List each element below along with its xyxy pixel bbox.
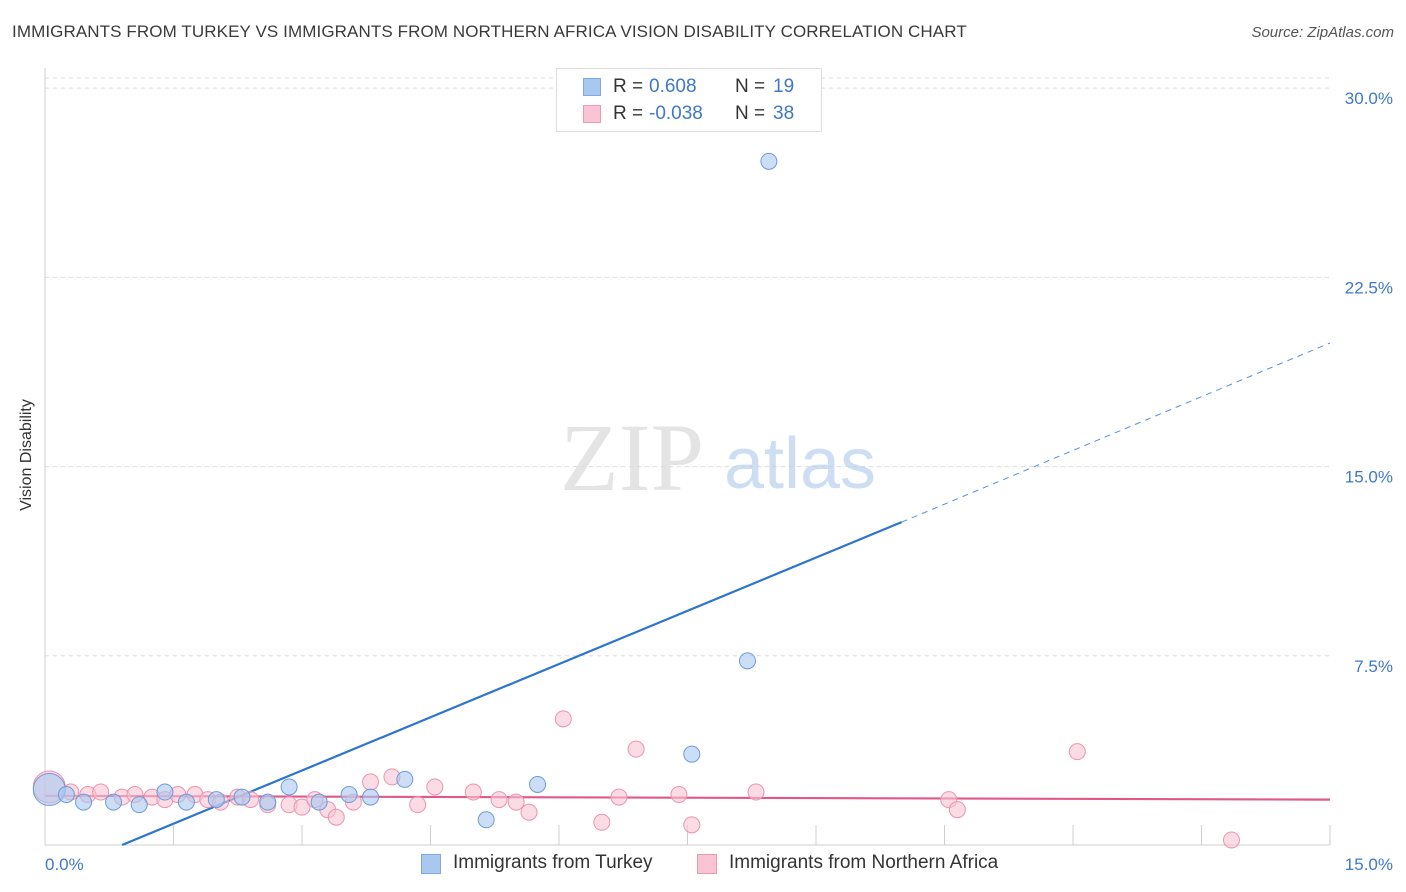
- africa-point: [520, 803, 538, 821]
- turkey-point: [362, 788, 380, 806]
- turkey-legend-swatch: [421, 854, 441, 874]
- y-tick-label: 22.5%: [1345, 278, 1393, 297]
- africa-point: [554, 710, 572, 728]
- africa-point: [1068, 743, 1086, 761]
- r-value: 0.608: [649, 76, 697, 97]
- n-label: N =: [735, 103, 766, 124]
- turkey-trend-extension: [901, 342, 1331, 523]
- africa-point: [627, 740, 645, 758]
- turkey-trend-line: [121, 521, 903, 847]
- africa-point: [1222, 831, 1240, 849]
- turkey-point: [177, 793, 195, 811]
- turkey-point: [105, 793, 123, 811]
- watermark: ZIP atlas: [560, 404, 876, 511]
- y-tick-label: 30.0%: [1345, 89, 1393, 108]
- turkey-point: [683, 745, 701, 763]
- turkey-point: [396, 770, 414, 788]
- turkey-swatch: [583, 78, 601, 96]
- watermark-zip: ZIP: [560, 404, 704, 511]
- legend-label-africa: Immigrants from Northern Africa: [729, 852, 999, 873]
- africa-point: [490, 791, 508, 809]
- x-tick-label: 0.0%: [45, 855, 84, 874]
- y-tick-label: 7.5%: [1354, 657, 1393, 676]
- africa-point: [426, 778, 444, 796]
- turkey-point: [75, 793, 93, 811]
- turkey-point: [529, 775, 547, 793]
- africa-point: [593, 813, 611, 831]
- africa-point: [683, 816, 701, 834]
- africa-point: [464, 783, 482, 801]
- chart-title: IMMIGRANTS FROM TURKEY VS IMMIGRANTS FRO…: [12, 22, 967, 41]
- grid-lines: [45, 77, 1330, 657]
- n-value: 38: [773, 103, 795, 124]
- source-label[interactable]: Source: ZipAtlas.com: [1251, 24, 1394, 41]
- tick-labels: 7.5% 15.0% 22.5% 30.0% 0.0% 15.0%: [45, 89, 1393, 874]
- africa-point: [327, 808, 345, 826]
- turkey-point: [477, 811, 495, 829]
- africa-point: [670, 786, 688, 804]
- n-value: 19: [773, 76, 795, 97]
- turkey-point: [233, 788, 251, 806]
- watermark-atlas: atlas: [724, 424, 876, 504]
- turkey-point: [738, 652, 756, 670]
- y-tick-label: 15.0%: [1345, 468, 1393, 487]
- turkey-point: [280, 778, 298, 796]
- africa-trend-line: [44, 794, 1331, 801]
- turkey-point: [57, 786, 75, 804]
- turkey-point: [259, 793, 277, 811]
- stats-row-africa: R = -0.038 N = 38: [557, 101, 821, 127]
- africa-point: [293, 798, 311, 816]
- turkey-point: [207, 791, 225, 809]
- africa-point: [610, 788, 628, 806]
- n-label: N =: [735, 76, 766, 97]
- africa-point: [747, 783, 765, 801]
- legend: Immigrants from Turkey Immigrants from N…: [0, 852, 1406, 878]
- africa-point: [92, 783, 110, 801]
- stats-box: R = 0.608 N = 19 R = -0.038 N = 38: [556, 68, 822, 132]
- r-label: R =: [613, 76, 644, 97]
- stats-row-turkey: R = 0.608 N = 19: [557, 74, 821, 100]
- legend-label-turkey: Immigrants from Turkey: [453, 852, 653, 873]
- x-tick-label: 15.0%: [1345, 855, 1393, 874]
- africa-legend-swatch: [697, 854, 717, 874]
- africa-point: [507, 793, 525, 811]
- r-label: R =: [613, 103, 644, 124]
- trend-lines: [44, 342, 1331, 847]
- africa-point: [362, 773, 380, 791]
- turkey-point: [760, 152, 778, 170]
- africa-swatch: [583, 105, 601, 123]
- r-value: -0.038: [649, 103, 703, 124]
- turkey-point: [156, 783, 174, 801]
- data-points: [32, 152, 1240, 849]
- turkey-point: [130, 796, 148, 814]
- africa-point: [948, 801, 966, 819]
- africa-point: [409, 796, 427, 814]
- turkey-point: [340, 786, 358, 804]
- turkey-point: [310, 793, 328, 811]
